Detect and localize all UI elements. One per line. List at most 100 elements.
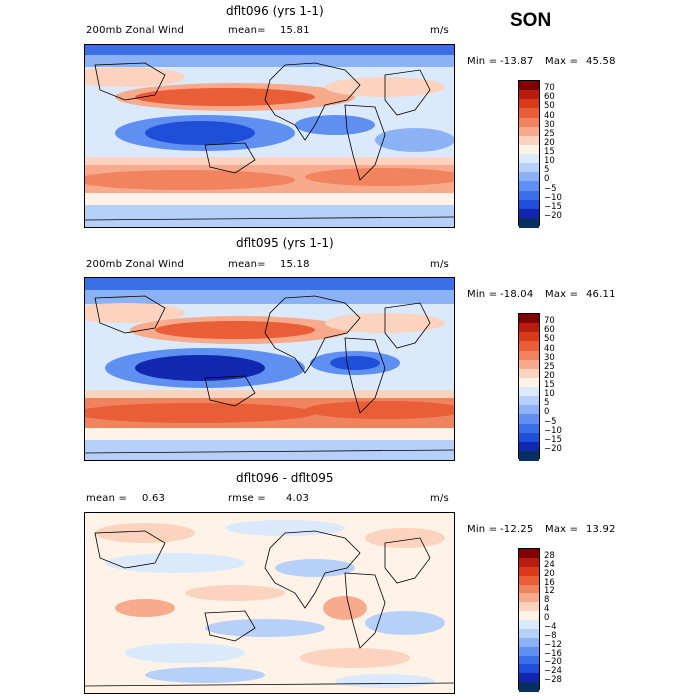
colorbar-segment (519, 181, 539, 191)
panel1-max-value: 45.58 (586, 56, 616, 67)
colorbar-segment (519, 566, 539, 577)
colorbar-segment (519, 405, 539, 415)
panel3-min-value: -12.25 (500, 524, 534, 535)
colorbar-segment (519, 450, 539, 461)
colorbar-segment (519, 646, 539, 656)
panel2-variable-label: 200mb Zonal Wind (86, 259, 185, 270)
coastlines (85, 62, 454, 221)
colorbar-tick-label: −20 (544, 210, 562, 221)
panel2-min-value: -18.04 (500, 289, 534, 300)
colorbar-tick-label: −10 (544, 425, 562, 436)
colorbar-tick-label: 15 (544, 147, 555, 157)
colorbar-segment (519, 584, 539, 594)
panel3-rmse-label: rmse = (228, 493, 266, 504)
colorbar-tick-label: −16 (544, 648, 562, 659)
colorbar-tick-label: −20 (544, 443, 562, 454)
season-label: SON (510, 10, 552, 31)
colorbar-segment (519, 144, 539, 155)
panel2-title: dflt095 (yrs 1-1) (236, 236, 334, 250)
colorbar-segment (519, 414, 539, 424)
colorbar-tick-label: 28 (544, 550, 555, 561)
colorbar-tick-label: 70 (544, 83, 555, 94)
colorbar-tick-label: −15 (544, 201, 562, 212)
colorbar-tick-label: 12 (544, 586, 555, 597)
colorbar-tick-label: −4 (544, 621, 557, 632)
colorbar-tick-label: 30 (544, 352, 555, 363)
colorbar-tick-label: 25 (544, 361, 555, 372)
colorbar-segment (519, 368, 539, 379)
colorbar-segment (519, 172, 539, 182)
panel2-units: m/s (430, 259, 449, 270)
coastlines (85, 295, 454, 454)
colorbar-segment (519, 314, 539, 324)
colorbar-segment (519, 117, 539, 128)
colorbar-tick-label: −10 (544, 192, 562, 203)
colorbar-segment (519, 163, 539, 173)
panel2-max-value: 46.11 (586, 289, 616, 300)
colorbar-segment (519, 90, 539, 100)
colorbar-tick-label: 0 (544, 613, 550, 623)
colorbar-segment (519, 575, 539, 585)
colorbar-segment (519, 377, 539, 388)
colorbar-tick-label: 20 (544, 137, 555, 148)
panel2-mean-value: 15.18 (280, 259, 310, 270)
colorbar-segment (519, 593, 539, 603)
colorbar-segment (519, 387, 539, 397)
panel1-mean-value: 15.81 (280, 25, 310, 36)
panel3-units: m/s (430, 493, 449, 504)
panel1-variable-label: 200mb Zonal Wind (86, 25, 185, 36)
colorbar-tick-label: 5 (544, 398, 550, 409)
panel3-title: dflt096 - dflt095 (236, 471, 334, 485)
colorbar-segment (519, 99, 539, 109)
panel3-mean-value: 0.63 (142, 493, 166, 504)
colorbar-segment (519, 396, 539, 406)
panel2-mean-label: mean= (228, 259, 266, 270)
colorbar-segment (519, 332, 539, 342)
panel3-min-label: Min = (467, 524, 498, 535)
panel1-min-value: -13.87 (500, 56, 534, 67)
colorbar-segment (519, 423, 539, 434)
panel3-colorbar (518, 548, 540, 692)
colorbar-tick-label: 40 (544, 343, 555, 354)
panel1-map (84, 44, 455, 228)
colorbar-segment (519, 682, 539, 692)
coastlines (85, 530, 454, 687)
colorbar-segment (519, 620, 539, 630)
colorbar-tick-label: 25 (544, 128, 555, 139)
colorbar-tick-label: −5 (544, 416, 557, 427)
colorbar-segment (519, 190, 539, 201)
panel1-colorbar (518, 80, 540, 228)
colorbar-tick-label: 0 (544, 174, 550, 185)
colorbar-tick-label: 60 (544, 92, 555, 103)
colorbar-segment (519, 208, 539, 219)
colorbar-tick-label: 10 (544, 389, 555, 400)
colorbar-tick-label: 50 (544, 334, 555, 345)
colorbar-segment (519, 108, 539, 118)
panel1-title: dflt096 (yrs 1-1) (226, 4, 324, 18)
wind-field (85, 278, 454, 460)
difference-field (95, 520, 445, 688)
colorbar-tick-label: 30 (544, 119, 555, 130)
colorbar-segment (519, 441, 539, 452)
colorbar-segment (519, 135, 539, 146)
panel1-mean-label: mean= (228, 25, 266, 36)
colorbar-segment (519, 341, 539, 351)
colorbar-tick-label: 4 (544, 604, 550, 615)
panel3-mean-label: mean = (86, 493, 128, 504)
colorbar-tick-label: 70 (544, 316, 555, 327)
colorbar-tick-label: 24 (544, 559, 555, 570)
panel1-min-label: Min = (467, 56, 498, 67)
colorbar-segment (519, 637, 539, 648)
panel2-map (84, 277, 455, 461)
colorbar-tick-label: 15 (544, 380, 555, 390)
panel1-units: m/s (430, 25, 449, 36)
colorbar-segment (519, 126, 539, 137)
colorbar-segment (519, 432, 539, 443)
colorbar-tick-label: −20 (544, 657, 562, 668)
colorbar-segment (519, 199, 539, 210)
colorbar-segment (519, 81, 539, 91)
colorbar-segment (519, 549, 539, 559)
colorbar-tick-label: 50 (544, 101, 555, 112)
colorbar-segment (519, 154, 539, 164)
panel2-max-label: Max = (545, 289, 579, 300)
